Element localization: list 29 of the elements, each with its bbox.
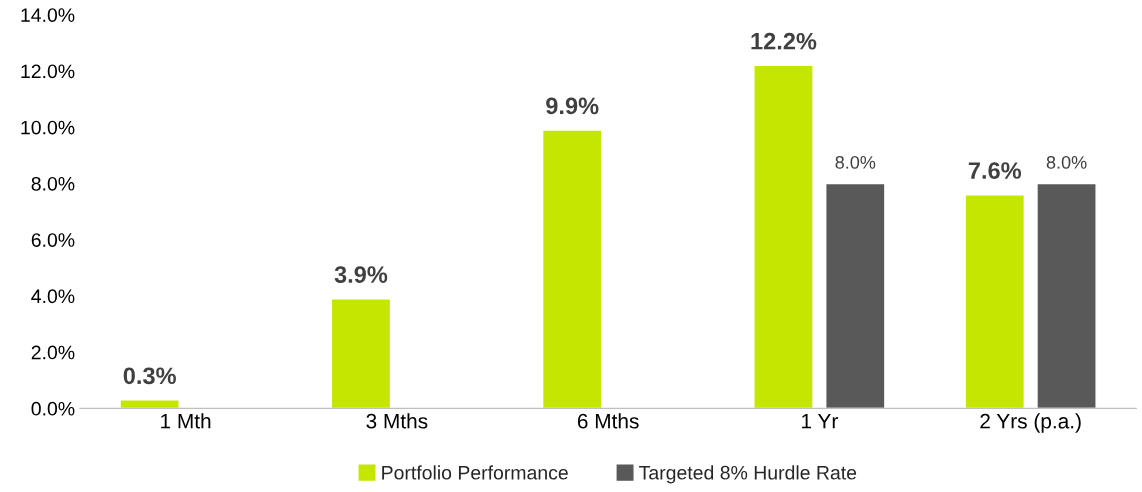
- data-label: 9.9%: [546, 97, 599, 115]
- bar: [825, 182, 886, 409]
- legend-label: Portfolio Performance: [382, 465, 568, 480]
- x-tick-label: 6 Mths: [577, 413, 639, 429]
- bar: [330, 298, 392, 409]
- data-label: 12.2%: [751, 32, 817, 50]
- bar: [541, 129, 603, 409]
- x-tick-label: 1 Yr: [802, 413, 838, 429]
- y-tick-label: 14.0%: [21, 8, 75, 22]
- bar: [1036, 182, 1097, 409]
- x-tick-label: 3 Mths: [366, 413, 428, 429]
- bar: [964, 193, 1026, 409]
- y-tick-label: 6.0%: [31, 233, 75, 247]
- y-tick-label: 8.0%: [31, 176, 75, 191]
- x-tick-label: 1 Mth: [161, 413, 211, 429]
- bar: [753, 64, 814, 409]
- y-tick-label: 0.0%: [31, 401, 75, 416]
- data-label: 7.6%: [968, 162, 1022, 179]
- bar: [119, 399, 180, 409]
- y-tick-label: 4.0%: [31, 289, 75, 304]
- data-label: 0.3%: [123, 367, 176, 385]
- x-tick-label: 2 Yrs (p.a.): [980, 413, 1081, 433]
- legend-label: Targeted 8% Hurdle Rate: [639, 465, 857, 484]
- data-label: 8.0%: [835, 155, 876, 169]
- y-tick-label: 2.0%: [31, 345, 75, 360]
- y-tick-label: 10.0%: [21, 120, 75, 135]
- data-label: 3.9%: [334, 266, 388, 283]
- data-label: 8.0%: [1046, 155, 1087, 169]
- y-tick-label: 12.0%: [21, 64, 75, 79]
